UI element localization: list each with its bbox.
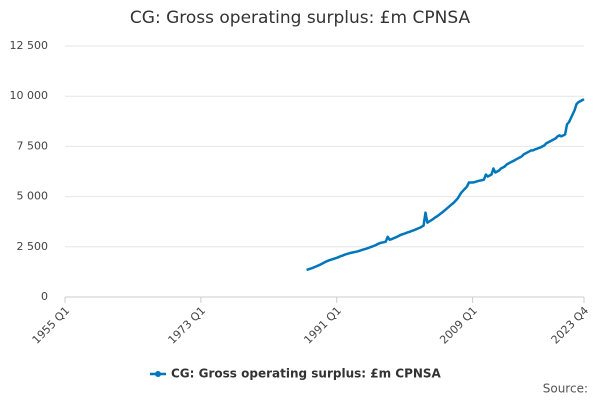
x-tick-label: 2023 Q4 [549, 304, 592, 347]
legend-label: CG: Gross operating surplus: £m CPNSA [171, 367, 442, 381]
y-tick-label: 5 000 [17, 190, 49, 203]
y-tick-label: 0 [41, 290, 48, 303]
x-tick-label: 1955 Q1 [30, 304, 73, 347]
y-tick-label: 2 500 [17, 240, 49, 253]
data-line [306, 98, 585, 272]
chart-title: CG: Gross operating surplus: £m CPNSA [130, 8, 471, 28]
y-tick-label: 12 500 [10, 39, 49, 52]
x-tick-label: 2009 Q1 [437, 304, 480, 347]
y-tick-label: 10 000 [10, 89, 49, 102]
y-tick-label: 7 500 [17, 139, 49, 152]
source-label: Source: [543, 382, 588, 396]
x-tick-label: 1991 Q1 [301, 304, 344, 347]
legend-marker-dot [155, 371, 161, 377]
x-tick-label: 1973 Q1 [166, 304, 209, 347]
